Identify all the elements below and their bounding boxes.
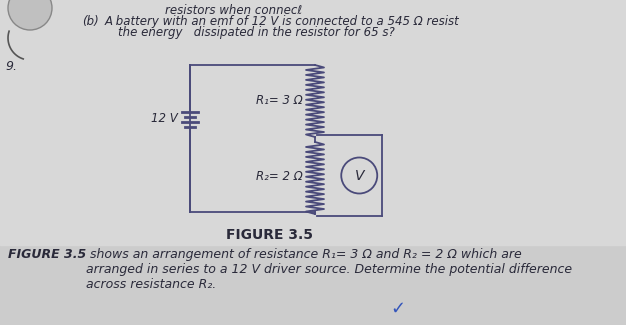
Text: the energy   dissipated in the resistor for 65 s?: the energy dissipated in the resistor fo… (118, 26, 395, 39)
Text: R₁= 3 Ω: R₁= 3 Ω (256, 94, 303, 107)
Circle shape (341, 158, 377, 193)
Circle shape (8, 0, 52, 30)
Bar (0, 0, 626, 245)
Text: FIGURE 3.5: FIGURE 3.5 (227, 228, 314, 242)
Text: 9.: 9. (5, 60, 17, 73)
Text: A battery with an emf of 12 V is connected to a 545 Ω resist: A battery with an emf of 12 V is connect… (105, 15, 459, 28)
Bar (0, 245, 626, 325)
Text: V: V (354, 168, 364, 183)
Text: R₂= 2 Ω: R₂= 2 Ω (256, 171, 303, 184)
Text: (b): (b) (82, 15, 99, 28)
Text: resistors when connecℓ: resistors when connecℓ (165, 4, 306, 17)
Text: ✓: ✓ (390, 300, 405, 318)
Text: FIGURE 3.5: FIGURE 3.5 (8, 248, 86, 261)
Text: shows an arrangement of resistance R₁= 3 Ω and R₂ = 2 Ω which are
arranged in se: shows an arrangement of resistance R₁= 3… (86, 248, 572, 291)
Text: 12 V: 12 V (151, 112, 178, 125)
